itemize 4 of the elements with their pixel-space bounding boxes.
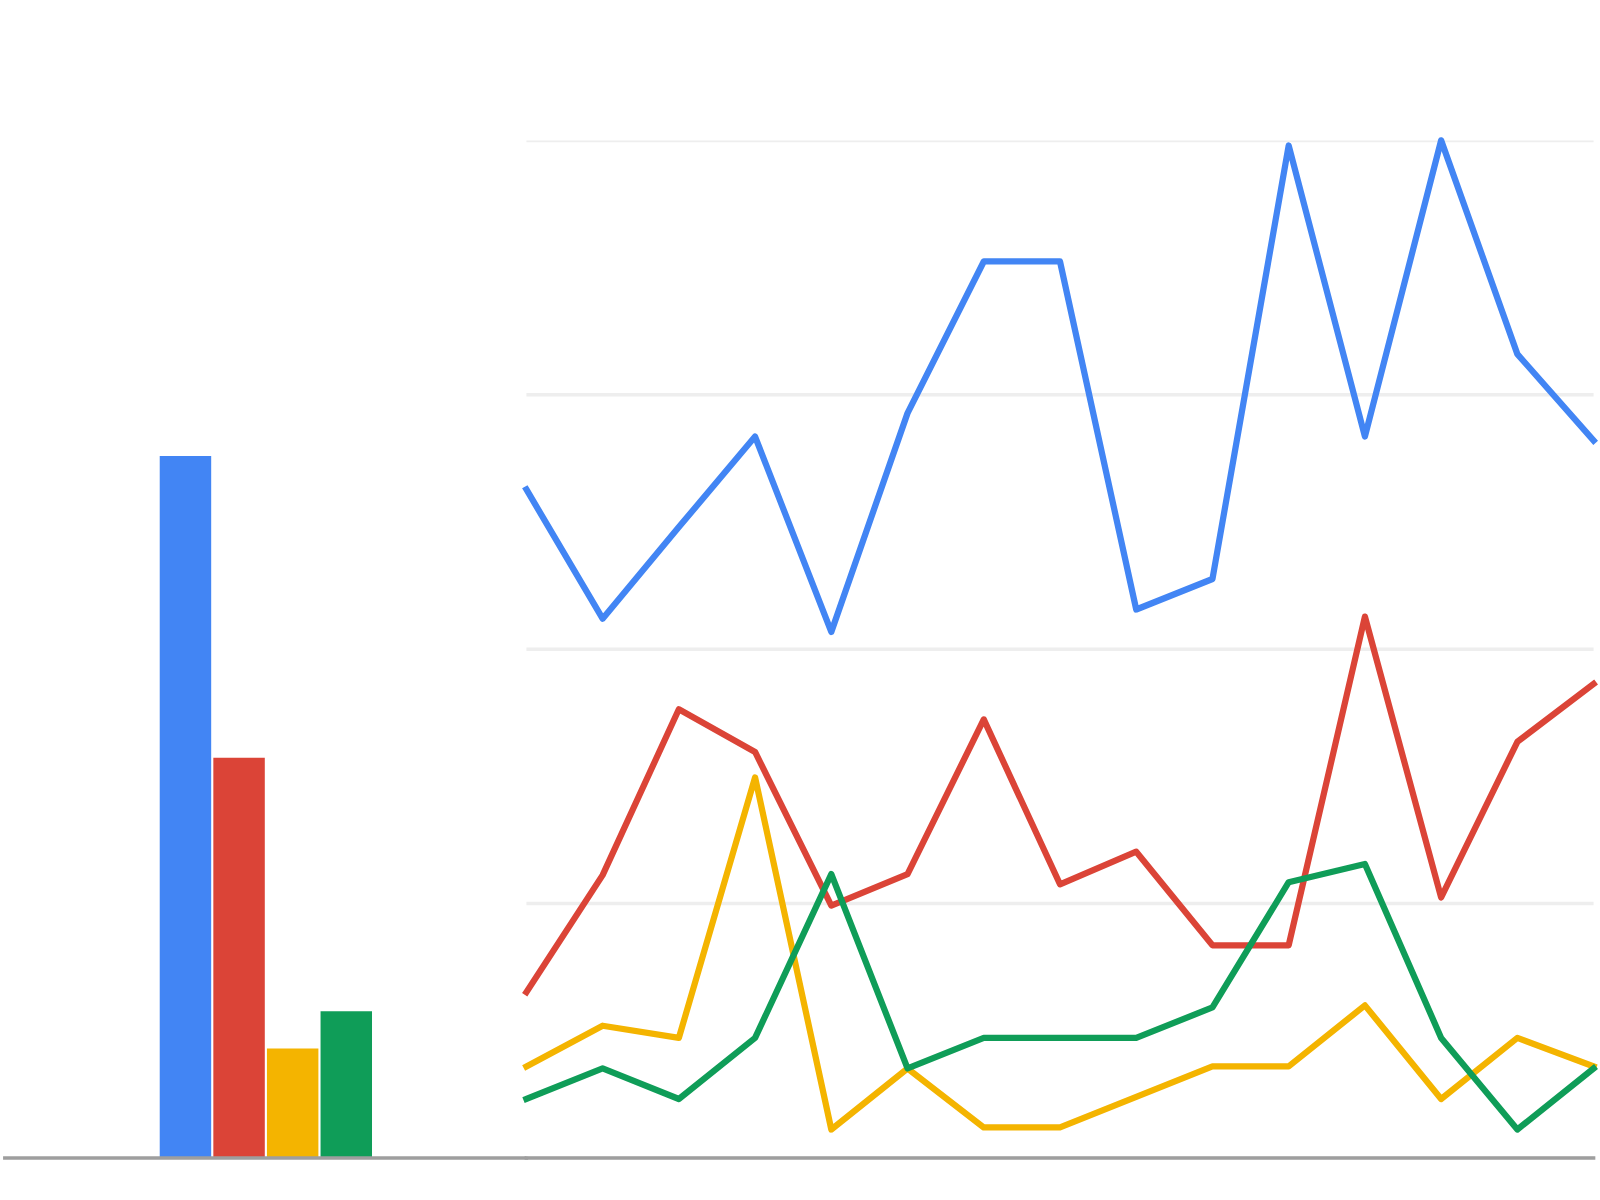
bar bbox=[320, 1011, 373, 1158]
bar bbox=[159, 456, 212, 1158]
bar bbox=[266, 1048, 319, 1158]
bar bbox=[213, 757, 265, 1158]
